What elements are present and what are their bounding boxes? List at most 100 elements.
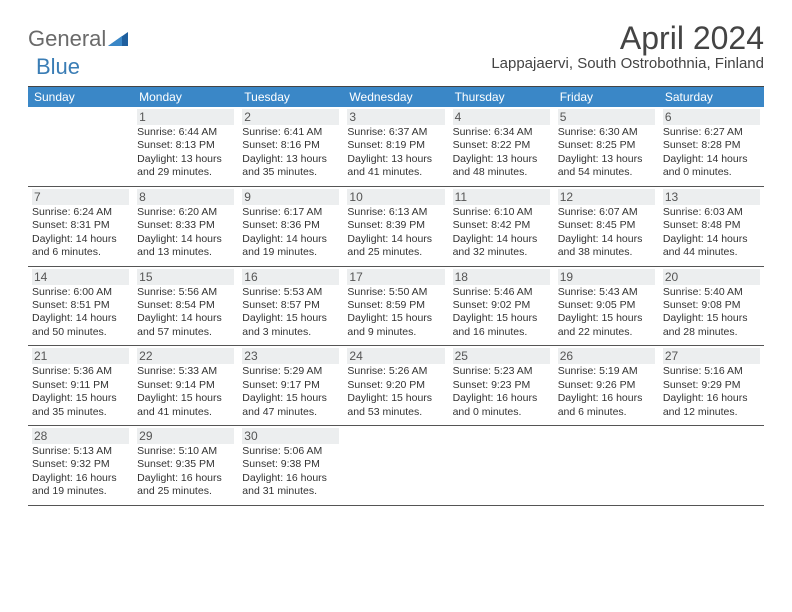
day-detail: Sunrise: 5:40 AMSunset: 9:08 PMDaylight:… [663,286,760,340]
day-number: 7 [32,189,129,205]
day-number: 25 [453,348,550,364]
day-detail: Sunrise: 5:53 AMSunset: 8:57 PMDaylight:… [242,286,339,340]
day-cell [659,426,764,505]
location-text: Lappajaervi, South Ostrobothnia, Finland [491,55,764,72]
day-header-wed: Wednesday [343,87,448,107]
day-cell: 12Sunrise: 6:07 AMSunset: 8:45 PMDayligh… [554,187,659,266]
day-number: 15 [137,269,234,285]
week-row: 14Sunrise: 6:00 AMSunset: 8:51 PMDayligh… [28,267,764,347]
day-number: 18 [453,269,550,285]
day-detail: Sunrise: 5:19 AMSunset: 9:26 PMDaylight:… [558,365,655,419]
day-detail: Sunrise: 5:50 AMSunset: 8:59 PMDaylight:… [347,286,444,340]
day-number: 1 [137,109,234,125]
day-detail: Sunrise: 6:27 AMSunset: 8:28 PMDaylight:… [663,126,760,180]
day-cell: 22Sunrise: 5:33 AMSunset: 9:14 PMDayligh… [133,346,238,425]
day-cell [449,426,554,505]
day-detail: Sunrise: 5:36 AMSunset: 9:11 PMDaylight:… [32,365,129,419]
day-cell: 24Sunrise: 5:26 AMSunset: 9:20 PMDayligh… [343,346,448,425]
day-detail: Sunrise: 5:33 AMSunset: 9:14 PMDaylight:… [137,365,234,419]
day-detail: Sunrise: 6:00 AMSunset: 8:51 PMDaylight:… [32,286,129,340]
day-cell: 2Sunrise: 6:41 AMSunset: 8:16 PMDaylight… [238,107,343,186]
day-detail: Sunrise: 5:56 AMSunset: 8:54 PMDaylight:… [137,286,234,340]
day-cell: 16Sunrise: 5:53 AMSunset: 8:57 PMDayligh… [238,267,343,346]
day-detail: Sunrise: 6:10 AMSunset: 8:42 PMDaylight:… [453,206,550,260]
day-number: 29 [137,428,234,444]
logo-text-general: General [28,26,106,52]
day-number: 26 [558,348,655,364]
day-detail: Sunrise: 6:03 AMSunset: 8:48 PMDaylight:… [663,206,760,260]
day-detail: Sunrise: 6:13 AMSunset: 8:39 PMDaylight:… [347,206,444,260]
week-row: 1Sunrise: 6:44 AMSunset: 8:13 PMDaylight… [28,107,764,187]
day-header-tue: Tuesday [238,87,343,107]
day-cell: 4Sunrise: 6:34 AMSunset: 8:22 PMDaylight… [449,107,554,186]
brand-logo: General [28,26,128,52]
week-row: 28Sunrise: 5:13 AMSunset: 9:32 PMDayligh… [28,426,764,506]
day-number: 23 [242,348,339,364]
day-cell: 27Sunrise: 5:16 AMSunset: 9:29 PMDayligh… [659,346,764,425]
day-number: 9 [242,189,339,205]
day-header-thu: Thursday [449,87,554,107]
day-detail: Sunrise: 5:43 AMSunset: 9:05 PMDaylight:… [558,286,655,340]
day-cell: 21Sunrise: 5:36 AMSunset: 9:11 PMDayligh… [28,346,133,425]
day-cell: 6Sunrise: 6:27 AMSunset: 8:28 PMDaylight… [659,107,764,186]
day-header-sat: Saturday [659,87,764,107]
day-detail: Sunrise: 6:30 AMSunset: 8:25 PMDaylight:… [558,126,655,180]
calendar-grid: Sunday Monday Tuesday Wednesday Thursday… [28,86,764,506]
day-number: 19 [558,269,655,285]
day-detail: Sunrise: 5:13 AMSunset: 9:32 PMDaylight:… [32,445,129,499]
day-cell: 8Sunrise: 6:20 AMSunset: 8:33 PMDaylight… [133,187,238,266]
day-cell: 9Sunrise: 6:17 AMSunset: 8:36 PMDaylight… [238,187,343,266]
day-cell: 26Sunrise: 5:19 AMSunset: 9:26 PMDayligh… [554,346,659,425]
day-number: 6 [663,109,760,125]
day-number: 22 [137,348,234,364]
day-detail: Sunrise: 6:24 AMSunset: 8:31 PMDaylight:… [32,206,129,260]
day-cell [343,426,448,505]
weeks-container: 1Sunrise: 6:44 AMSunset: 8:13 PMDaylight… [28,107,764,506]
day-number: 4 [453,109,550,125]
day-detail: Sunrise: 5:26 AMSunset: 9:20 PMDaylight:… [347,365,444,419]
day-number: 20 [663,269,760,285]
week-row: 21Sunrise: 5:36 AMSunset: 9:11 PMDayligh… [28,346,764,426]
day-cell [28,107,133,186]
day-cell: 5Sunrise: 6:30 AMSunset: 8:25 PMDaylight… [554,107,659,186]
day-detail: Sunrise: 5:16 AMSunset: 9:29 PMDaylight:… [663,365,760,419]
day-cell: 1Sunrise: 6:44 AMSunset: 8:13 PMDaylight… [133,107,238,186]
title-block: April 2024 Lappajaervi, South Ostrobothn… [491,20,764,72]
day-number: 10 [347,189,444,205]
day-detail: Sunrise: 6:37 AMSunset: 8:19 PMDaylight:… [347,126,444,180]
day-header-sun: Sunday [28,87,133,107]
day-detail: Sunrise: 6:41 AMSunset: 8:16 PMDaylight:… [242,126,339,180]
day-detail: Sunrise: 6:20 AMSunset: 8:33 PMDaylight:… [137,206,234,260]
day-detail: Sunrise: 5:46 AMSunset: 9:02 PMDaylight:… [453,286,550,340]
day-number: 14 [32,269,129,285]
day-detail: Sunrise: 6:44 AMSunset: 8:13 PMDaylight:… [137,126,234,180]
day-cell: 30Sunrise: 5:06 AMSunset: 9:38 PMDayligh… [238,426,343,505]
day-cell: 10Sunrise: 6:13 AMSunset: 8:39 PMDayligh… [343,187,448,266]
day-number: 5 [558,109,655,125]
day-number: 11 [453,189,550,205]
day-cell: 15Sunrise: 5:56 AMSunset: 8:54 PMDayligh… [133,267,238,346]
day-cell: 17Sunrise: 5:50 AMSunset: 8:59 PMDayligh… [343,267,448,346]
day-number: 8 [137,189,234,205]
day-detail: Sunrise: 5:06 AMSunset: 9:38 PMDaylight:… [242,445,339,499]
logo-triangle-icon [108,26,128,40]
day-header-mon: Monday [133,87,238,107]
day-cell: 18Sunrise: 5:46 AMSunset: 9:02 PMDayligh… [449,267,554,346]
day-header-row: Sunday Monday Tuesday Wednesday Thursday… [28,87,764,107]
day-detail: Sunrise: 6:17 AMSunset: 8:36 PMDaylight:… [242,206,339,260]
day-cell: 28Sunrise: 5:13 AMSunset: 9:32 PMDayligh… [28,426,133,505]
calendar-page: General April 2024 Lappajaervi, South Os… [0,0,792,514]
day-detail: Sunrise: 5:10 AMSunset: 9:35 PMDaylight:… [137,445,234,499]
day-detail: Sunrise: 6:07 AMSunset: 8:45 PMDaylight:… [558,206,655,260]
day-cell: 3Sunrise: 6:37 AMSunset: 8:19 PMDaylight… [343,107,448,186]
day-detail: Sunrise: 5:23 AMSunset: 9:23 PMDaylight:… [453,365,550,419]
day-cell: 23Sunrise: 5:29 AMSunset: 9:17 PMDayligh… [238,346,343,425]
day-detail: Sunrise: 6:34 AMSunset: 8:22 PMDaylight:… [453,126,550,180]
day-number: 21 [32,348,129,364]
day-number: 16 [242,269,339,285]
day-number: 30 [242,428,339,444]
day-number: 13 [663,189,760,205]
day-detail: Sunrise: 5:29 AMSunset: 9:17 PMDaylight:… [242,365,339,419]
day-number: 27 [663,348,760,364]
day-cell: 14Sunrise: 6:00 AMSunset: 8:51 PMDayligh… [28,267,133,346]
